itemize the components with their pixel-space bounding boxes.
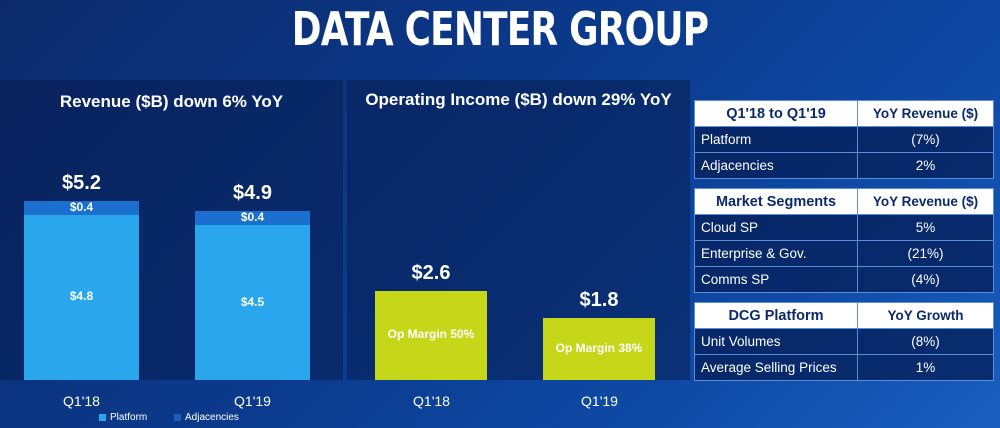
op-category-label: Q1'18	[413, 393, 450, 409]
legend-platform-label: Platform	[110, 412, 148, 423]
legend-adjacencies-swatch	[174, 414, 181, 421]
table-cell: Cloud SP	[694, 214, 858, 241]
data-label-op-income: $2.6	[411, 261, 451, 284]
data-label-platform: $4.8	[69, 289, 94, 304]
bar-adjacencies	[24, 201, 139, 215]
data-label-total: $5.2	[62, 172, 101, 194]
bar-platform	[195, 225, 310, 380]
table-header: Q1'18 to Q1'19	[694, 100, 858, 127]
table-cell: Unit Volumes	[694, 328, 858, 355]
table-cell: Comms SP	[694, 266, 858, 293]
bar-platform	[24, 214, 139, 380]
table-cell: 1%	[857, 354, 994, 381]
data-label-op-income: $1.8	[579, 289, 619, 312]
table-cell: 5%	[857, 214, 994, 241]
revenue-category-label: Q1'18	[63, 393, 100, 409]
bar-op-income	[375, 290, 487, 380]
revenue-category-label: Q1'19	[234, 393, 271, 409]
market-segments-table: Market Segments YoY Revenue ($) Cloud SP…	[694, 188, 994, 293]
op-margin-label: Op Margin 50%	[387, 327, 475, 342]
table-cell: Adjacencies	[694, 152, 858, 179]
table-cell: Platform	[694, 126, 858, 153]
op-income-chart-title: Operating Income ($B) down 29% YoY	[365, 90, 672, 109]
yoy-revenue-table: Q1'18 to Q1'19 YoY Revenue ($) Platform …	[694, 100, 994, 179]
data-label-platform: $4.5	[240, 294, 265, 309]
table-cell: (21%)	[857, 240, 994, 267]
table-header: YoY Revenue ($)	[857, 188, 994, 215]
table-cell: Average Selling Prices	[694, 354, 858, 381]
data-label-adjacencies: $0.4	[69, 199, 94, 214]
table-header: YoY Growth	[857, 302, 994, 329]
table-cell: Enterprise & Gov.	[694, 240, 858, 267]
bar-adjacencies	[195, 211, 310, 226]
legend-platform: Platform	[99, 412, 147, 423]
revenue-chart-title: Revenue ($B) down 6% YoY	[59, 92, 284, 111]
op-category-label: Q1'19	[581, 393, 618, 409]
table-header: YoY Revenue ($)	[857, 100, 994, 127]
op-margin-label: Op Margin 38%	[555, 341, 643, 356]
table-cell: (7%)	[857, 126, 994, 153]
table-header: Market Segments	[694, 188, 858, 215]
legend-adjacencies: Adjacencies	[174, 412, 239, 423]
bar-op-income	[543, 318, 655, 380]
dcg-platform-table: DCG Platform YoY Growth Unit Volumes (8%…	[694, 302, 994, 381]
table-cell: (4%)	[857, 266, 994, 293]
legend-platform-swatch	[99, 414, 106, 421]
table-cell: (8%)	[857, 328, 994, 355]
data-label-total: $4.9	[233, 182, 272, 205]
table-cell: 2%	[857, 152, 994, 179]
table-header: DCG Platform	[694, 302, 858, 329]
data-label-adjacencies: $0.4	[240, 210, 265, 225]
legend-adjacencies-label: Adjacencies	[185, 412, 239, 423]
page-title: DATA CENTER GROUP	[291, 2, 709, 56]
